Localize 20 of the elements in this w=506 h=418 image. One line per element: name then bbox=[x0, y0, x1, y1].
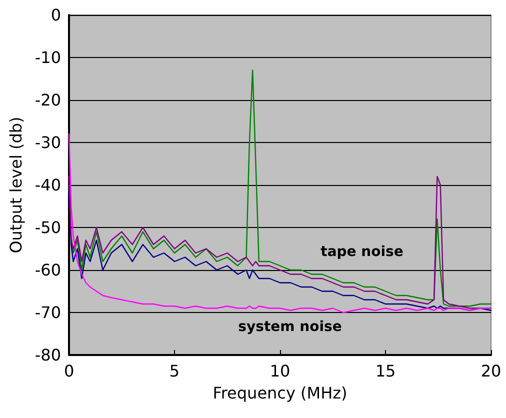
x-tick-label: 10 bbox=[270, 362, 290, 380]
x-tick-label: 0 bbox=[64, 362, 74, 380]
y-tick-label: -30 bbox=[34, 133, 62, 152]
y-tick-label: -10 bbox=[34, 48, 62, 67]
y-tick-label: -70 bbox=[34, 303, 62, 322]
x-tick-label: 15 bbox=[375, 362, 396, 380]
annotation: system noise bbox=[238, 319, 342, 335]
x-tick-label: 20 bbox=[480, 362, 502, 380]
y-axis-title: Output level (db) bbox=[6, 116, 26, 254]
y-tick-label: -60 bbox=[34, 260, 62, 280]
x-axis-title: Frequency (MHz) bbox=[212, 384, 348, 402]
y-tick-label: -40 bbox=[34, 176, 62, 194]
y-tick-label: -50 bbox=[34, 218, 62, 237]
y-tick-label: -80 bbox=[34, 346, 62, 364]
line-series bbox=[68, 133, 492, 314]
y-tick-label: 0 bbox=[50, 6, 62, 24]
x-tick-label: 5 bbox=[169, 362, 180, 380]
annotation: tape noise bbox=[320, 244, 404, 260]
line-series bbox=[68, 70, 492, 307]
y-tick-label: -20 bbox=[34, 90, 62, 110]
